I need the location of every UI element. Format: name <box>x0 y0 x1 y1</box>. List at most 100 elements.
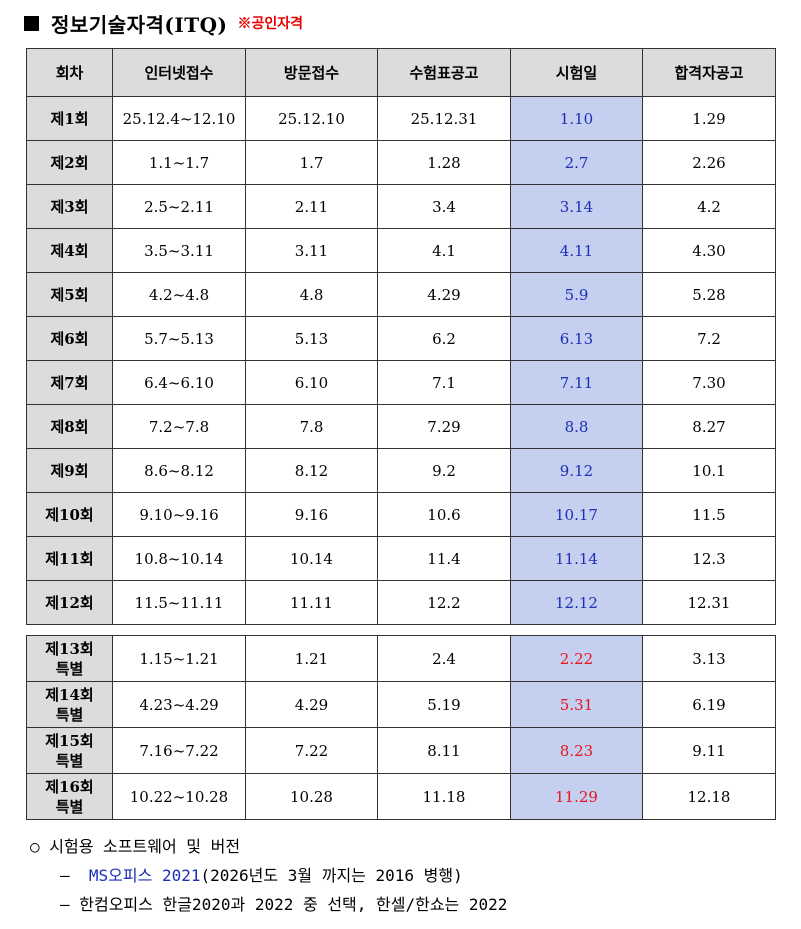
table-cell: 7.8 <box>245 404 378 449</box>
page-title: 정보기술자격(ITQ) <box>51 12 228 37</box>
table-cell: 7.30 <box>642 360 776 405</box>
table-cell: 3.13 <box>642 635 776 682</box>
note-dash: – <box>60 866 70 885</box>
table-cell: 1.21 <box>245 635 378 682</box>
table-cell: 5.13 <box>245 316 378 361</box>
table-row: 제1회 25.12.4~12.10 25.12.10 25.12.31 1.10 1.29 <box>26 96 776 141</box>
table-cell: 1.7 <box>245 140 378 185</box>
round-label: 제9회 <box>26 448 113 493</box>
table-cell: 6.4~6.10 <box>112 360 246 405</box>
round-number: 제16회 <box>45 777 94 796</box>
table-cell: 7.22 <box>245 727 378 774</box>
table-cell: 11.18 <box>377 773 511 820</box>
table-cell: 9.2 <box>377 448 511 493</box>
round-number: 제15회 <box>45 731 94 750</box>
exam-date-cell: 12.12 <box>510 580 643 625</box>
table-cell: 10.1 <box>642 448 776 493</box>
column-header: 시험일 <box>510 48 643 97</box>
table-cell: 6.10 <box>245 360 378 405</box>
square-bullet-icon <box>24 15 39 31</box>
round-label: 제10회 <box>26 492 113 537</box>
table-cell: 8.27 <box>642 404 776 449</box>
round-label: 제8회 <box>26 404 113 449</box>
table-cell: 12.31 <box>642 580 776 625</box>
table-cell: 4.8 <box>245 272 378 317</box>
note-ms-detail: (2026년도 3월 까지는 2016 병행) <box>200 866 463 885</box>
exam-date-cell: 7.11 <box>510 360 643 405</box>
table-cell: 11.11 <box>245 580 378 625</box>
table-cell: 1.28 <box>377 140 511 185</box>
round-number: 제14회 <box>45 685 94 704</box>
special-tag: 특별 <box>55 751 84 770</box>
table-cell: 3.5~3.11 <box>112 228 246 273</box>
table-cell: 6.2 <box>377 316 511 361</box>
table-cell: 6.19 <box>642 681 776 728</box>
table-cell: 1.1~1.7 <box>112 140 246 185</box>
table-cell: 7.2~7.8 <box>112 404 246 449</box>
note-hancom-office: – 한컴오피스 한글2020과 2022 중 선택, 한셀/한쇼는 2022 <box>60 895 508 914</box>
exam-date-cell: 6.13 <box>510 316 643 361</box>
round-number: 제13회 <box>45 639 94 658</box>
table-cell: 10.6 <box>377 492 511 537</box>
table-row: 제3회 2.5~2.11 2.11 3.4 3.14 4.2 <box>26 184 776 229</box>
certification-badge: ※공인자격 <box>237 16 304 32</box>
table-cell: 11.5 <box>642 492 776 537</box>
table-row: 제7회 6.4~6.10 6.10 7.1 7.11 7.30 <box>26 360 776 405</box>
table-row: 제2회 1.1~1.7 1.7 1.28 2.7 2.26 <box>26 140 776 185</box>
table-cell: 4.29 <box>377 272 511 317</box>
table-cell: 1.15~1.21 <box>112 635 246 682</box>
round-label: 제6회 <box>26 316 113 361</box>
exam-date-cell: 4.11 <box>510 228 643 273</box>
table-cell: 4.2~4.8 <box>112 272 246 317</box>
table-cell: 4.23~4.29 <box>112 681 246 728</box>
special-tag: 특별 <box>55 659 84 678</box>
exam-date-cell: 2.7 <box>510 140 643 185</box>
round-label: 제16회 특별 <box>26 773 113 820</box>
exam-date-cell: 2.22 <box>510 635 643 682</box>
table-row: 제14회 특별 4.23~4.29 4.29 5.19 5.31 6.19 <box>26 681 776 728</box>
exam-date-cell: 1.10 <box>510 96 643 141</box>
round-label: 제13회 특별 <box>26 635 113 682</box>
table-cell: 10.22~10.28 <box>112 773 246 820</box>
table-cell: 12.3 <box>642 536 776 581</box>
table-row: 제16회 특별 10.22~10.28 10.28 11.18 11.29 12.18 <box>26 773 776 820</box>
column-header: 수험표공고 <box>377 48 511 97</box>
table-cell: 5.7~5.13 <box>112 316 246 361</box>
table-cell: 9.16 <box>245 492 378 537</box>
note-ms-office: – MS오피스 2021(2026년도 3월 까지는 2016 병행) <box>30 861 507 890</box>
table-cell: 9.11 <box>642 727 776 774</box>
table-header-row: 회차 인터넷접수 방문접수 수험표공고 시험일 합격자공고 <box>26 48 776 97</box>
exam-date-cell: 11.14 <box>510 536 643 581</box>
notes-section: ○ 시험용 소프트웨어 및 버전 – MS오피스 2021(2026년도 3월 … <box>30 832 507 919</box>
special-tag: 특별 <box>55 705 84 724</box>
round-label: 제12회 <box>26 580 113 625</box>
table-cell: 12.18 <box>642 773 776 820</box>
table-cell: 25.12.10 <box>245 96 378 141</box>
special-schedule-table: 제13회 특별 1.15~1.21 1.21 2.4 2.22 3.13 제14회 특별 4.23… <box>26 635 776 820</box>
table-cell: 3.4 <box>377 184 511 229</box>
round-label: 제7회 <box>26 360 113 405</box>
table-cell: 4.1 <box>377 228 511 273</box>
table-cell: 2.4 <box>377 635 511 682</box>
table-cell: 5.28 <box>642 272 776 317</box>
table-cell: 11.4 <box>377 536 511 581</box>
table-cell: 7.2 <box>642 316 776 361</box>
table-row: 제10회 9.10~9.16 9.16 10.6 10.17 11.5 <box>26 492 776 537</box>
table-row: 제12회 11.5~11.11 11.11 12.2 12.12 12.31 <box>26 580 776 625</box>
table-cell: 5.19 <box>377 681 511 728</box>
regular-schedule-table: 회차 인터넷접수 방문접수 수험표공고 시험일 합격자공고 제1회 25.12.4… <box>26 48 776 625</box>
table-cell: 10.14 <box>245 536 378 581</box>
table-cell: 10.28 <box>245 773 378 820</box>
table-cell: 8.12 <box>245 448 378 493</box>
table-row: 제13회 특별 1.15~1.21 1.21 2.4 2.22 3.13 <box>26 635 776 682</box>
round-label: 제14회 특별 <box>26 681 113 728</box>
table-cell: 1.29 <box>642 96 776 141</box>
table-row: 제11회 10.8~10.14 10.14 11.4 11.14 12.3 <box>26 536 776 581</box>
exam-date-cell: 8.23 <box>510 727 643 774</box>
table-cell: 2.11 <box>245 184 378 229</box>
table-cell: 8.11 <box>377 727 511 774</box>
table-cell: 7.1 <box>377 360 511 405</box>
round-label: 제11회 <box>26 536 113 581</box>
exam-date-cell: 8.8 <box>510 404 643 449</box>
column-header: 방문접수 <box>245 48 378 97</box>
